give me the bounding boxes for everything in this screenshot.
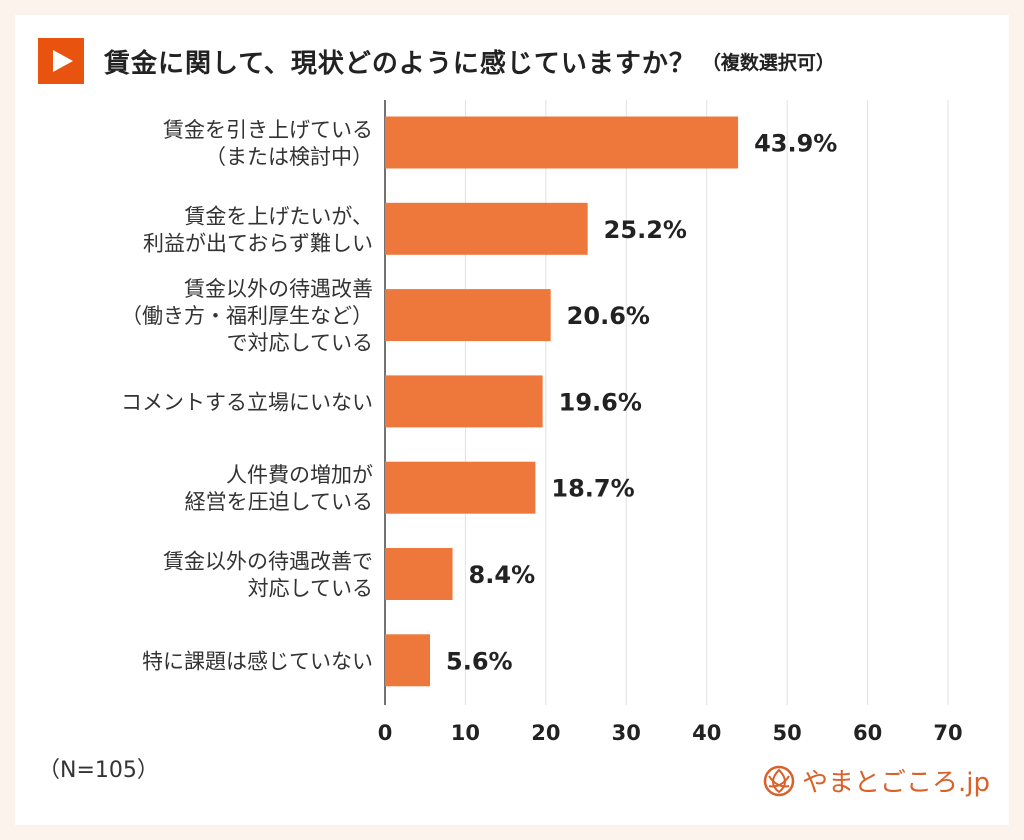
bar	[385, 375, 543, 428]
logo: やまとごころ.jp	[762, 762, 990, 799]
category-label: コメントする立場にいない	[121, 390, 373, 414]
bar	[385, 116, 739, 169]
x-tick-label: 40	[692, 721, 721, 745]
data-label: 5.6%	[446, 647, 513, 675]
data-label: 18.7%	[551, 475, 634, 503]
category-label: 利益が出ておらず難しい	[143, 231, 373, 255]
bar	[385, 202, 588, 255]
x-tick-label: 30	[612, 721, 641, 745]
chart-title: 賃金に関して、現状どのように感じていますか？	[104, 48, 696, 79]
category-label: 賃金以外の待遇改善で	[163, 550, 373, 574]
data-label: 19.6%	[559, 388, 642, 416]
bar	[385, 289, 551, 342]
data-label: 25.2%	[604, 216, 687, 244]
bar	[385, 461, 536, 514]
x-tick-label: 60	[853, 721, 882, 745]
data-label: 20.6%	[567, 302, 650, 330]
category-label: 賃金を上げたいが、	[184, 204, 373, 228]
bar	[385, 634, 431, 687]
category-label: 賃金以外の待遇改善	[184, 277, 373, 301]
category-label: 人件費の増加が	[226, 463, 373, 487]
bar	[385, 548, 453, 600]
x-tick-label: 50	[773, 721, 802, 745]
category-label: （働き方・福利厚生など）	[121, 304, 373, 328]
category-label: 特に課題は感じていない	[142, 649, 373, 673]
category-label: （または検討中）	[205, 145, 373, 169]
category-label: 経営を圧迫している	[185, 490, 373, 514]
category-label: 対応している	[248, 577, 373, 601]
title-row: 賃金に関して、現状どのように感じていますか？ （複数選択可）	[38, 38, 835, 84]
x-tick-label: 20	[531, 721, 560, 745]
logo-icon	[763, 765, 795, 796]
sample-size: （N=105）	[38, 758, 159, 783]
x-tick-label: 0	[378, 721, 393, 745]
x-tick-label: 70	[933, 721, 962, 745]
chart-subtitle: （複数選択可）	[701, 51, 835, 74]
play-icon	[38, 38, 84, 84]
x-tick-label: 10	[451, 721, 480, 745]
category-label: 賃金を引き上げている	[163, 118, 373, 142]
data-label: 8.4%	[469, 561, 536, 589]
logo-text: やまとごころ.jp	[802, 768, 990, 798]
data-label: 43.9%	[754, 130, 837, 158]
category-label: で対応している	[227, 331, 373, 355]
